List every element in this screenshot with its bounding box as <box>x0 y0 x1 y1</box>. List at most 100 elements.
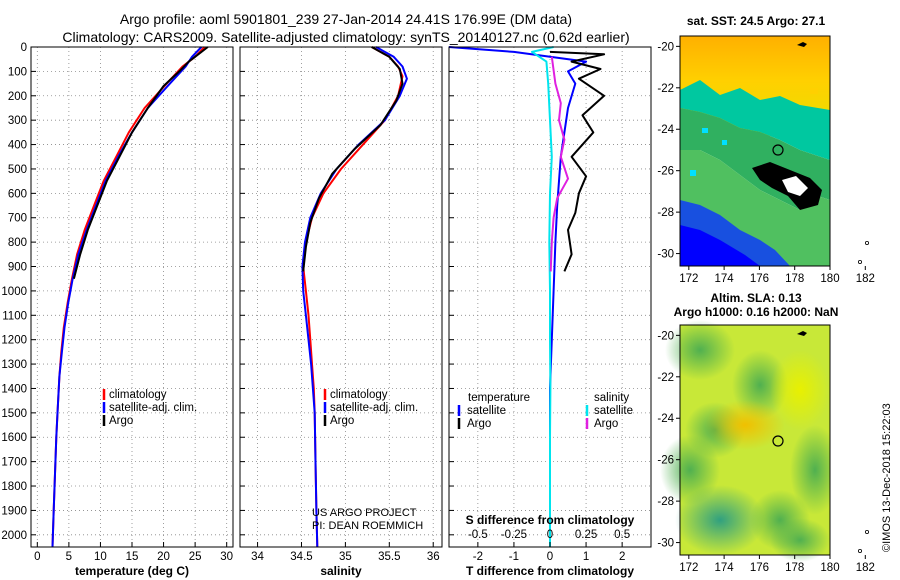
argo-location-marker <box>772 435 784 447</box>
y-tick-label: 1300 <box>1 359 27 371</box>
y-tick-label: 1200 <box>1 335 27 347</box>
map-x-tick-label: 174 <box>715 273 735 285</box>
argo-location-marker <box>772 144 784 156</box>
map-x-tick-label: 182 <box>856 562 875 574</box>
y-tick-label: 1100 <box>2 310 27 322</box>
y-tick-label: 200 <box>8 91 27 103</box>
y-tick-label: 1700 <box>1 457 27 469</box>
map-y-tick-label: -24 <box>657 124 674 136</box>
series-line-satellite-adj--clim- <box>301 46 408 548</box>
temperature-profile-panel: 0 5 10 15 20 25 30 temperature (deg C) 0 100 200 30… <box>1 42 234 578</box>
map-x-tick-label: 172 <box>679 562 698 574</box>
map-x-tick-label: 176 <box>750 273 769 285</box>
secondary-x-tick-label: -0.5 <box>468 529 488 541</box>
map-y-tick-label: -30 <box>657 249 674 261</box>
legend-label: satellite <box>594 405 633 417</box>
y-tick-label: 600 <box>8 188 27 200</box>
map-y-tick-label: -28 <box>657 496 674 508</box>
plot-frame <box>239 46 443 548</box>
project-credit: US ARGO PROJECT <box>312 507 417 519</box>
series-line-satellite <box>531 46 554 547</box>
legend-label: Argo <box>330 415 354 427</box>
map-frame <box>679 324 831 556</box>
y-tick-label: 800 <box>8 237 27 249</box>
y-tick-label: 1800 <box>1 481 27 493</box>
secondary-x-tick-label: -0.25 <box>501 529 527 541</box>
salinity-profile-panel: 34 34.5 35 35.5 36 salinity climatologysatelli… <box>239 46 443 578</box>
map-y-tick-label: -20 <box>657 330 674 342</box>
sla-map <box>660 320 870 562</box>
y-tick-label: 1400 <box>1 383 27 395</box>
x-tick-label: 35.5 <box>378 551 400 563</box>
x-tick-label: 1 <box>583 551 589 563</box>
series-line-climatology <box>51 46 206 548</box>
x-axis-label: T difference from climatology <box>466 564 634 578</box>
x-tick-label: -2 <box>473 551 483 563</box>
series-line-argo <box>72 46 209 279</box>
map-y-tick-label: -24 <box>657 413 674 425</box>
map-x-tick-label: 182 <box>856 273 875 285</box>
map-y-tick-label: -26 <box>657 455 674 467</box>
series-line-argo <box>549 56 569 272</box>
legend-label: climatology <box>330 389 388 401</box>
legend-label: satellite-adj. clim. <box>330 402 418 414</box>
sst-map-title: sat. SST: 24.5 Argo: 27.1 <box>687 14 826 28</box>
legend-label: satellite-adj. clim. <box>109 402 197 414</box>
sla-map-title-line2: Argo h1000: 0.16 h2000: NaN <box>674 305 839 319</box>
map-y-tick-label: -22 <box>657 372 674 384</box>
sst-map-axes: 172 174 176 178 180 182 -20 -22 -24 -26 -28 -30 <box>657 35 875 285</box>
secondary-x-tick-label: 0.25 <box>575 529 597 541</box>
map-y-tick-label: -22 <box>657 83 674 95</box>
imos-timestamp: ©IMOS 13-Dec-2018 15:22:03 <box>881 403 893 552</box>
secondary-x-tick-label: 0 <box>547 529 553 541</box>
series-line-satellite-adj--clim- <box>51 46 203 548</box>
map-y-tick-label: -26 <box>657 166 674 178</box>
x-tick-label: 34.5 <box>290 551 312 563</box>
map-y-tick-label: -28 <box>657 207 674 219</box>
y-tick-label: 300 <box>8 115 27 127</box>
map-x-tick-label: 172 <box>679 273 698 285</box>
y-tick-label: 1500 <box>1 408 27 420</box>
y-tick-label: 900 <box>8 262 27 274</box>
x-tick-label: 5 <box>66 551 72 563</box>
map-x-tick-label: 180 <box>820 273 839 285</box>
map-x-tick-label: 180 <box>820 562 839 574</box>
legend-label: satellite <box>467 405 506 417</box>
x-tick-label: 35 <box>339 551 352 563</box>
x-tick-label: -1 <box>509 551 519 563</box>
y-tick-label: 2000 <box>1 530 27 542</box>
series-line-argo <box>549 50 606 272</box>
x-tick-label: 0 <box>34 551 40 563</box>
legend-label: Argo <box>467 418 491 430</box>
sla-map-title-line1: Altim. SLA: 0.13 <box>710 291 802 305</box>
series-line-satellite <box>448 46 588 547</box>
map-x-tick-label: 178 <box>785 273 804 285</box>
x-tick-label: 25 <box>189 551 202 563</box>
x-tick-label: 36 <box>427 551 440 563</box>
sla-map-axes: 172 174 176 178 180 182 -20 -22 -24 -26 -28 -30 <box>657 324 875 574</box>
legend-label: Argo <box>109 415 133 427</box>
y-tick-label: 700 <box>8 213 27 225</box>
map-y-tick-label: -20 <box>657 41 674 53</box>
legend-heading: temperature <box>468 392 530 404</box>
x-axis-label: temperature (deg C) <box>75 564 189 578</box>
y-tick-label: 1900 <box>1 505 27 517</box>
y-tick-label: 1600 <box>1 432 27 444</box>
sst-map <box>680 36 870 266</box>
x-tick-label: 2 <box>619 551 625 563</box>
figure-title-line1: Argo profile: aoml 5901801_239 27-Jan-20… <box>120 11 572 27</box>
y-tick-label: 1000 <box>1 286 27 298</box>
x-tick-label: 20 <box>157 551 170 563</box>
pi-credit: PI: DEAN ROEMMICH <box>312 520 423 532</box>
x-tick-label: 10 <box>94 551 107 563</box>
secondary-x-tick-label: 0.5 <box>614 529 630 541</box>
y-tick-label: 0 <box>21 42 27 54</box>
map-x-tick-label: 176 <box>750 562 769 574</box>
x-tick-label: 34 <box>251 551 264 563</box>
x-tick-label: 15 <box>126 551 139 563</box>
legend-label: climatology <box>109 389 167 401</box>
y-tick-label: 400 <box>8 140 27 152</box>
map-y-tick-label: -30 <box>657 538 674 550</box>
map-x-tick-label: 174 <box>715 562 735 574</box>
